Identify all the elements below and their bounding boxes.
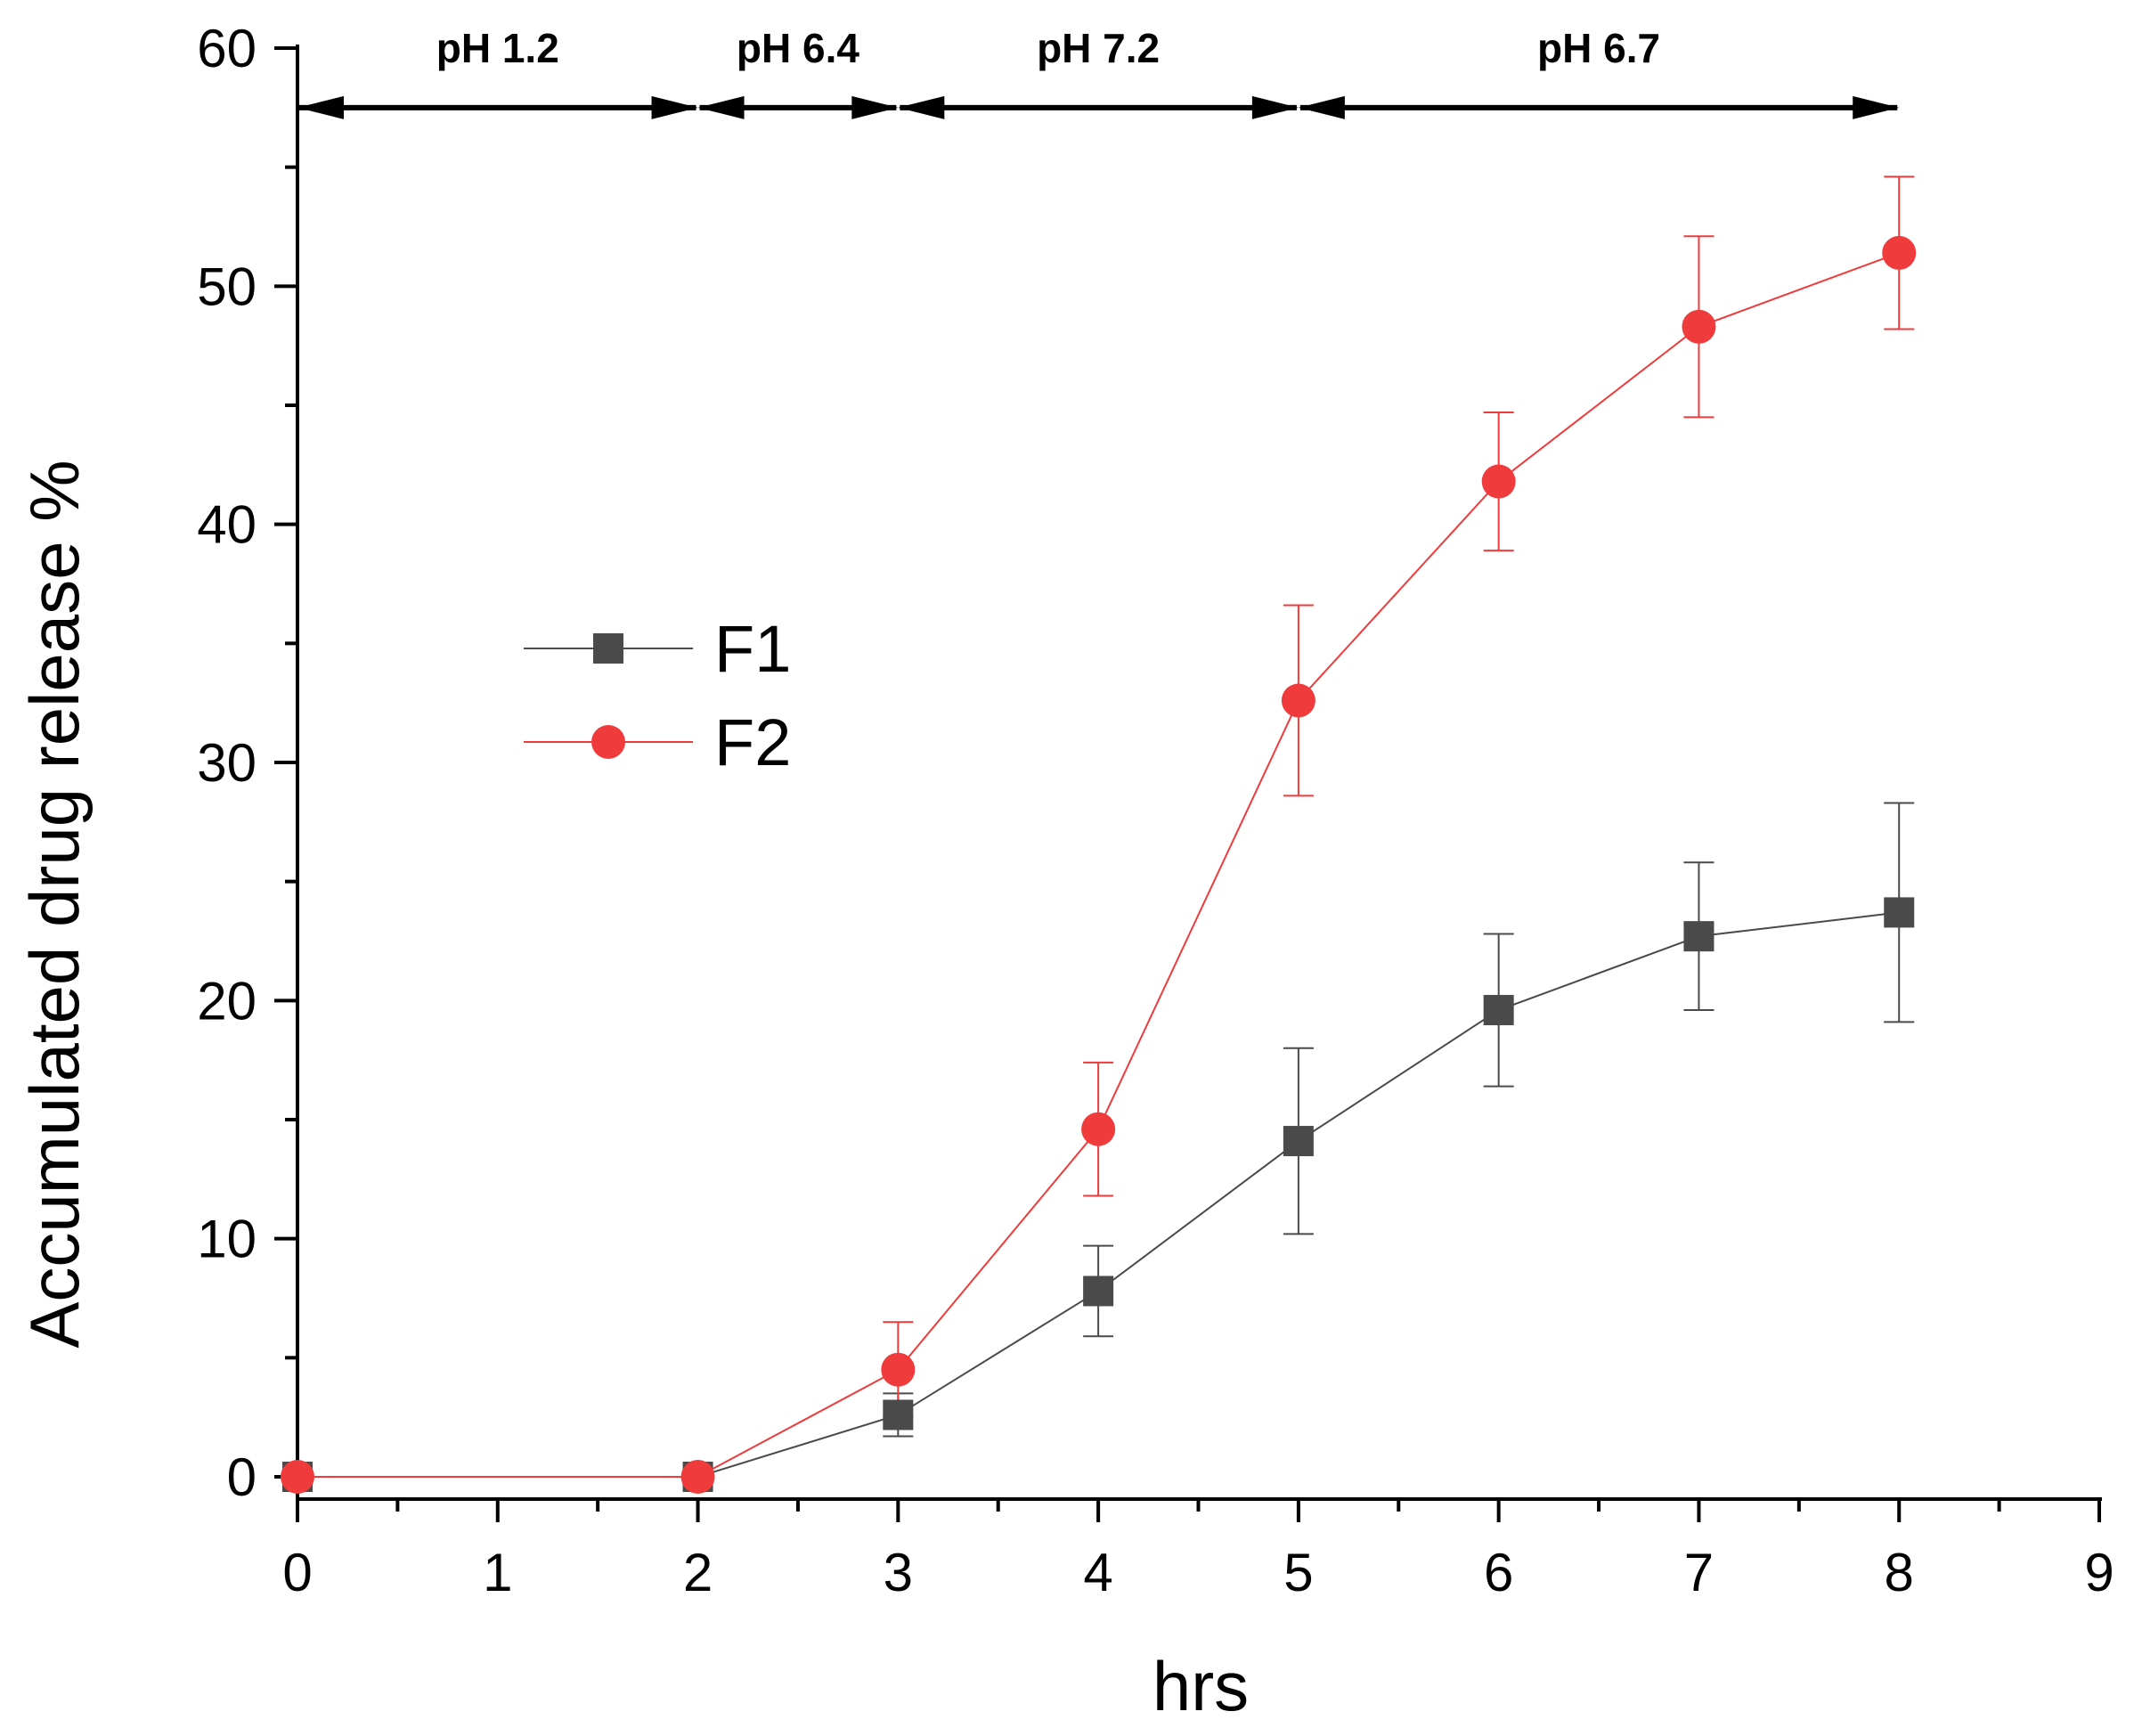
data-point-F1: [1283, 1126, 1314, 1157]
x-tick-label: 7: [1684, 1543, 1714, 1602]
y-tick-label: 10: [197, 1210, 257, 1269]
data-point-F2: [1281, 683, 1315, 718]
axes: 0 1 2 3 4 5 6 7 8 9 0 10 20 30 40 50 60: [197, 19, 2114, 1602]
legend-label-F1: F1: [714, 612, 791, 686]
error-bars: [883, 175, 1915, 1438]
y-tick-label: 40: [197, 495, 257, 555]
data-point-F1: [1483, 995, 1514, 1026]
y-tick-label: 50: [197, 257, 257, 316]
legend-label-F2: F2: [714, 705, 791, 779]
data-point-F1: [1083, 1276, 1114, 1307]
x-axis-title: hrs: [1153, 1647, 1249, 1725]
ph-arrow-head-left: [297, 95, 344, 119]
y-tick-label: 60: [197, 19, 257, 78]
ph-arrow-head-right: [851, 95, 899, 119]
data-point-F2: [1481, 464, 1516, 499]
data-point-F2: [1682, 309, 1716, 344]
ph-region-label: pH 6.4: [737, 25, 859, 71]
data-point-F2: [1882, 235, 1917, 270]
ph-arrow-head-right: [1251, 95, 1299, 119]
markers: [281, 235, 1917, 1494]
data-point-F2: [881, 1352, 916, 1387]
x-tick-label: 0: [282, 1543, 312, 1602]
ph-arrow-head-right: [651, 95, 698, 119]
data-point-F2: [281, 1460, 314, 1494]
series-line-F1: [297, 911, 1900, 1478]
series-line-F2: [297, 251, 1900, 1478]
x-tick-label: 3: [884, 1543, 913, 1602]
x-tick-label: 8: [1885, 1543, 1914, 1602]
x-tick-label: 6: [1484, 1543, 1513, 1602]
legend-marker-F2: [591, 725, 625, 759]
data-point-F1: [1884, 897, 1915, 928]
data-point-F2: [680, 1460, 715, 1494]
ph-arrow-head-left: [697, 95, 745, 119]
y-tick-label: 0: [227, 1447, 257, 1507]
y-tick-label: 30: [197, 733, 257, 793]
ph-annotations: pH 1.2 pH 6.4 pH 7.2 pH 6.7: [297, 25, 1900, 119]
x-tick-label: 1: [483, 1543, 512, 1602]
legend-marker-F1: [593, 633, 623, 664]
data-point-F1: [883, 1399, 914, 1430]
ph-arrow-head-left: [898, 95, 945, 119]
ph-arrow-head-right: [1853, 95, 1900, 119]
y-tick-label: 20: [197, 971, 257, 1031]
ph-region-label: pH 7.2: [1037, 25, 1160, 71]
x-tick-label: 2: [683, 1543, 713, 1602]
x-tick-label: 4: [1083, 1543, 1112, 1602]
x-tick-label: 9: [2084, 1543, 2114, 1602]
data-point-F1: [1683, 921, 1715, 952]
ph-region-label: pH 6.7: [1537, 25, 1660, 71]
x-tick-label: 5: [1283, 1543, 1313, 1602]
series-lines: [297, 251, 1900, 1478]
ph-arrow-head-left: [1298, 95, 1345, 119]
data-point-F2: [1081, 1112, 1116, 1146]
y-axis-title: Accumulated drug release %: [15, 460, 94, 1348]
ph-region-label: pH 1.2: [436, 25, 559, 71]
